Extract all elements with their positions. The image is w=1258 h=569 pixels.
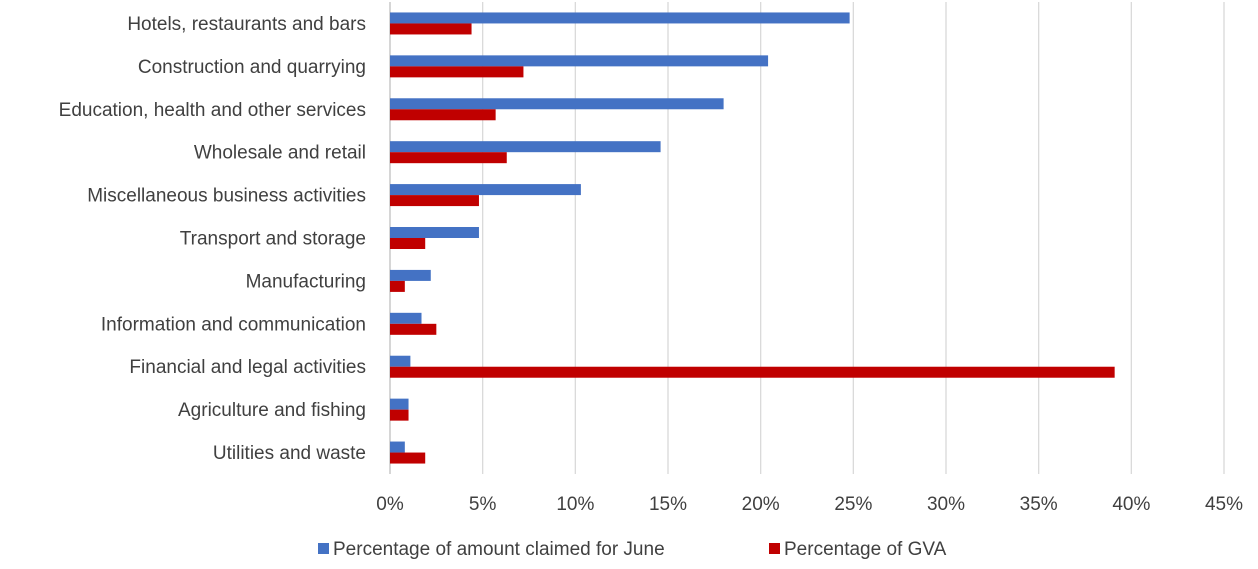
bar-gva [390,280,405,292]
bars [390,12,1115,464]
category-label: Construction and quarrying [138,57,366,78]
legend-label: Percentage of GVA [784,539,947,560]
category-label: Manufacturing [246,271,366,292]
x-tick-label: 45% [1205,494,1243,515]
bar-gva [390,452,426,464]
x-tick-labels: 0% 5% 10% 15% 20% 25% 30% 35% 40% 45% [376,494,1243,515]
bar-amount-claimed [390,312,422,324]
category-label: Miscellaneous business activities [87,186,366,207]
bar-amount-claimed [390,355,411,367]
legend: Percentage of amount claimed for June Per… [318,539,947,560]
category-label: Hotels, restaurants and bars [127,14,366,35]
gridlines [389,2,1225,474]
category-label: Utilities and waste [213,443,366,464]
bar-gva [390,409,409,421]
bar-gva [390,366,1115,378]
x-tick-label: 5% [469,494,497,515]
category-label: Agriculture and fishing [178,400,366,421]
bar-amount-claimed [390,12,850,24]
bar-amount-claimed [390,441,405,453]
category-label: Financial and legal activities [129,357,366,378]
category-label: Wholesale and retail [194,143,366,164]
category-label: Education, health and other services [59,100,366,121]
bar-gva [390,109,496,121]
bar-amount-claimed [390,227,479,238]
x-tick-label: 30% [927,494,965,515]
x-tick-label: 20% [742,494,780,515]
x-tick-label: 10% [556,494,594,515]
category-label: Information and communication [101,314,366,335]
bar-amount-claimed [390,55,769,67]
bar-gva [390,23,472,35]
bar-gva [390,152,507,164]
bar-amount-claimed [390,269,431,281]
bar-amount-claimed [390,141,661,153]
x-tick-label: 15% [649,494,687,515]
bar-gva [390,238,426,249]
bar-gva [390,195,479,207]
bar-gva [390,323,437,335]
x-tick-label: 25% [834,494,872,515]
bar-amount-claimed [390,98,724,110]
legend-label: Percentage of amount claimed for June [333,539,665,560]
x-tick-label: 35% [1020,494,1058,515]
category-label: Transport and storage [180,229,366,250]
bar-amount-claimed [390,184,581,196]
x-tick-label: 40% [1112,494,1150,515]
bar-gva [390,66,524,78]
bar-amount-claimed [390,398,409,410]
legend-swatch [769,543,780,554]
x-tick-label: 0% [376,494,404,515]
legend-swatch [318,543,329,554]
category-labels: Hotels, restaurants and bars Construction… [59,14,366,464]
